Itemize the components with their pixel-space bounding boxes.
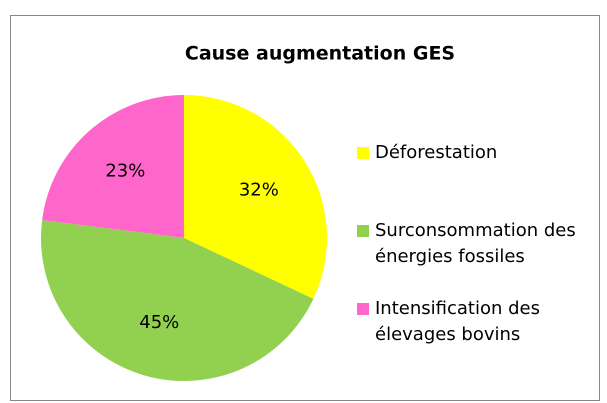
- legend-item: Intensification des élevages bovins: [357, 296, 595, 348]
- legend-swatch: [357, 147, 369, 159]
- pie-slice: [41, 220, 314, 381]
- legend-label: Déforestation: [375, 142, 498, 163]
- pie-slice: [184, 95, 327, 299]
- legend-swatch: [357, 225, 369, 237]
- legend-label: Intensification des élevages bovins: [375, 298, 540, 345]
- data-label: 45%: [139, 312, 179, 333]
- data-label: 32%: [239, 179, 279, 200]
- legend-swatch: [357, 303, 369, 315]
- legend-item: Déforestation: [357, 140, 595, 166]
- legend-item: Surconsommation des énergies fossiles: [357, 218, 595, 270]
- chart-title: Cause augmentation GES: [185, 43, 455, 65]
- data-label: 23%: [105, 160, 145, 181]
- pie-slice: [42, 95, 185, 238]
- legend-label: Surconsommation des énergies fossiles: [375, 220, 576, 267]
